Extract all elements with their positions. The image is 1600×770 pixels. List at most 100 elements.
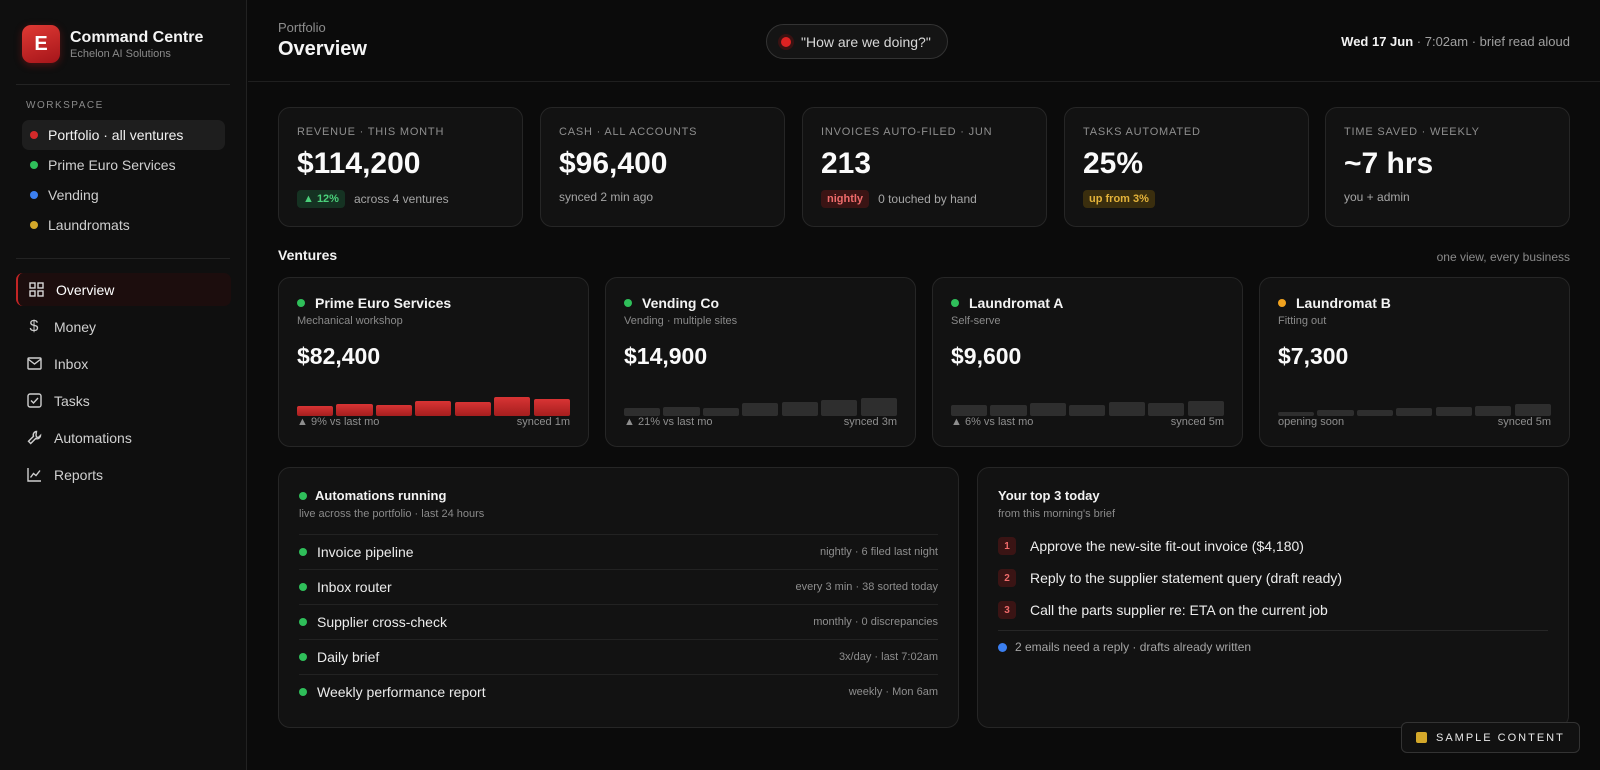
- sparkline-bar: [375, 405, 412, 416]
- brand[interactable]: E Command Centre Echelon AI Solutions: [22, 25, 203, 63]
- trend-up-icon: ▲: [624, 416, 638, 428]
- workspace-item-prime-euro[interactable]: Prime Euro Services: [22, 150, 225, 180]
- automations-title: Automations running: [315, 488, 447, 503]
- venture-card[interactable]: Laundromat A Self-serve $9,600 ▲ 6% vs l…: [932, 277, 1243, 447]
- venture-card[interactable]: Laundromat B Fitting out $7,300 opening …: [1259, 277, 1570, 447]
- status-dot: [30, 191, 38, 199]
- nav-item-overview[interactable]: Overview: [16, 273, 231, 306]
- automation-row[interactable]: Supplier cross-check monthly · 0 discrepa…: [299, 604, 938, 639]
- emails-reply-note[interactable]: 2 emails need a reply · drafts already w…: [998, 640, 1251, 654]
- venture-name: Laundromat A: [969, 295, 1064, 311]
- sparkline-bar: [1475, 406, 1512, 416]
- automation-name: Inbox router: [317, 579, 392, 595]
- venture-trend: 9% vs last mo: [310, 416, 380, 428]
- nav-label: Money: [54, 318, 97, 335]
- venture-revenue: $14,900: [624, 343, 708, 369]
- top-three-subtitle: from this morning's brief: [998, 508, 1116, 520]
- checkbox-icon: [26, 393, 42, 409]
- nav-label: Tasks: [54, 392, 90, 409]
- workspace-item-portfolio[interactable]: Portfolio · all ventures: [22, 120, 225, 150]
- sparkline-bar: [1187, 401, 1224, 416]
- page-header: Portfolio Overview "How are we doing?" W…: [248, 0, 1600, 82]
- sparkline-bar: [415, 401, 452, 416]
- stat-card-invoices[interactable]: INVOICES AUTO-FILED · JUN 213 nightly 0 t…: [802, 107, 1047, 227]
- sparkline-bar: [1029, 403, 1066, 416]
- top-three-title: Your top 3 today: [998, 488, 1100, 503]
- status-dot: [951, 299, 959, 307]
- venture-card[interactable]: Vending Co Vending · multiple sites $14,…: [605, 277, 916, 447]
- status-dot: [1278, 299, 1286, 307]
- info-dot: [998, 642, 1007, 652]
- sparkline-bar: [951, 405, 988, 416]
- nav-label: Reports: [54, 466, 104, 483]
- trend-badge: ▲ 12%: [297, 190, 345, 208]
- live-dot: [299, 491, 307, 500]
- stat-note: 0 touched by hand: [878, 192, 977, 206]
- nav-item-inbox[interactable]: Inbox: [16, 347, 231, 380]
- venture-revenue: $82,400: [297, 343, 381, 369]
- sparkline-bar: [990, 405, 1027, 416]
- breadcrumb[interactable]: Portfolio: [278, 20, 326, 35]
- venture-trend: 6% vs last mo: [964, 416, 1034, 428]
- stat-card-revenue[interactable]: REVENUE · THIS MONTH $114,200 ▲ 12% acros…: [278, 107, 523, 227]
- automation-row[interactable]: Daily brief 3x/day · last 7:02am: [299, 639, 938, 674]
- venture-card[interactable]: Prime Euro Services Mechanical workshop …: [278, 277, 589, 447]
- dollar-icon: $: [29, 317, 39, 335]
- top-three-panel: Your top 3 today from this morning's bri…: [977, 467, 1569, 728]
- status-dot: [299, 583, 307, 591]
- nav-item-reports[interactable]: Reports: [16, 458, 231, 491]
- automation-row[interactable]: Weekly performance report weekly · Mon 6a…: [299, 674, 938, 709]
- automation-row[interactable]: Invoice pipeline nightly · 6 filed last n…: [299, 534, 938, 569]
- stat-card-cash[interactable]: CASH · ALL ACCOUNTS $96,400 synced 2 min…: [540, 107, 785, 227]
- venture-name: Prime Euro Services: [315, 295, 452, 311]
- main-nav: Overview $ Money Inbox Tasks Automations…: [16, 273, 231, 495]
- sparkline-bar: [1356, 410, 1393, 416]
- automations-list: Invoice pipeline nightly · 6 filed last n…: [299, 534, 938, 709]
- task-text: Call the parts supplier re: ETA on the c…: [1030, 602, 1328, 618]
- stat-card-time-saved[interactable]: TIME SAVED · WEEKLY ~7 hrs you + admin: [1325, 107, 1570, 227]
- task-text: Reply to the supplier statement query (d…: [1030, 570, 1343, 586]
- sparkline-bar: [1396, 408, 1433, 416]
- automation-row[interactable]: Inbox router every 3 min · 38 sorted toda…: [299, 569, 938, 604]
- revenue-sparkline: [297, 386, 570, 416]
- status-dot: [299, 653, 307, 661]
- automation-name: Daily brief: [317, 649, 380, 665]
- status-dot: [30, 131, 38, 139]
- stat-value: $96,400: [559, 147, 668, 180]
- sparkline-bar: [1514, 404, 1551, 416]
- workspace-item-vending[interactable]: Vending: [22, 180, 225, 210]
- stat-note: across 4 ventures: [353, 192, 449, 206]
- priority-task[interactable]: 2 Reply to the supplier statement query (…: [998, 562, 1548, 594]
- divider: [16, 84, 230, 85]
- sparkline-bar: [1435, 407, 1472, 416]
- priority-task[interactable]: 1 Approve the new-site fit-out invoice ($…: [998, 530, 1548, 562]
- voice-query-button[interactable]: "How are we doing?": [766, 24, 948, 59]
- sparkline-bar: [1317, 410, 1354, 416]
- venture-trend: opening soon: [1278, 416, 1345, 428]
- automations-panel: Automations running live across the port…: [278, 467, 959, 728]
- workspace-item-label: Portfolio · all ventures: [48, 127, 184, 143]
- workspace-item-laundromats[interactable]: Laundromats: [22, 210, 225, 240]
- sparkline-bar: [297, 406, 334, 416]
- stat-label: INVOICES AUTO-FILED · JUN: [821, 126, 993, 138]
- stat-value: $114,200: [297, 147, 421, 180]
- venture-type: Mechanical workshop: [297, 315, 403, 327]
- page-title: Overview: [278, 38, 367, 60]
- status-dot: [624, 299, 632, 307]
- sparkline-bar: [454, 402, 491, 416]
- venture-type: Vending · multiple sites: [624, 315, 738, 327]
- automation-name: Invoice pipeline: [317, 544, 414, 560]
- sample-content-badge: SAMPLE CONTENT: [1401, 722, 1580, 753]
- stat-card-tasks-automated[interactable]: TASKS AUTOMATED 25% up from 3%: [1064, 107, 1309, 227]
- nav-item-money[interactable]: $ Money: [16, 310, 231, 343]
- workspace-list: Portfolio · all ventures Prime Euro Serv…: [22, 120, 225, 240]
- priority-task[interactable]: 3 Call the parts supplier re: ETA on the …: [998, 594, 1548, 626]
- emails-note-text: 2 emails need a reply · drafts already w…: [1015, 640, 1252, 654]
- voice-query-text: "How are we doing?": [801, 33, 931, 50]
- revenue-sparkline: [1278, 386, 1551, 416]
- stat-value: 25%: [1083, 147, 1144, 180]
- nav-item-tasks[interactable]: Tasks: [16, 384, 231, 417]
- main-content: Portfolio Overview "How are we doing?" W…: [248, 0, 1600, 770]
- nav-item-automations[interactable]: Automations: [16, 421, 231, 454]
- venture-name: Vending Co: [642, 295, 719, 311]
